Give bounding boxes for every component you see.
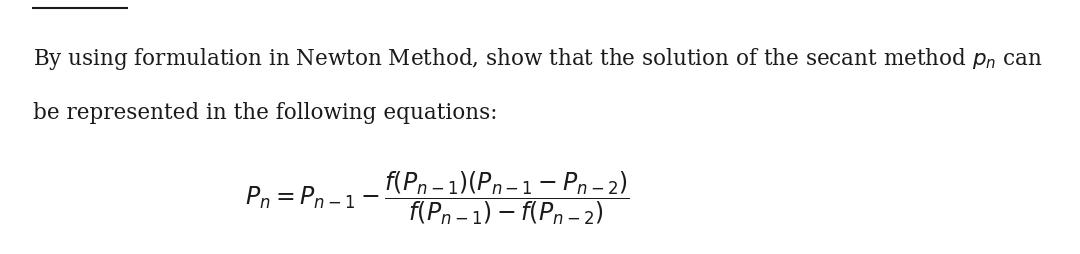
Text: By using formulation in Newton Method, show that the solution of the secant meth: By using formulation in Newton Method, s… [33,46,1043,72]
Text: $P_n = P_{n-1} - \dfrac{f(P_{n-1})(P_{n-1} - P_{n-2})}{f(P_{n-1}) - f(P_{n-2})}$: $P_n = P_{n-1} - \dfrac{f(P_{n-1})(P_{n-… [245,169,630,227]
Text: be represented in the following equations:: be represented in the following equation… [33,102,498,124]
